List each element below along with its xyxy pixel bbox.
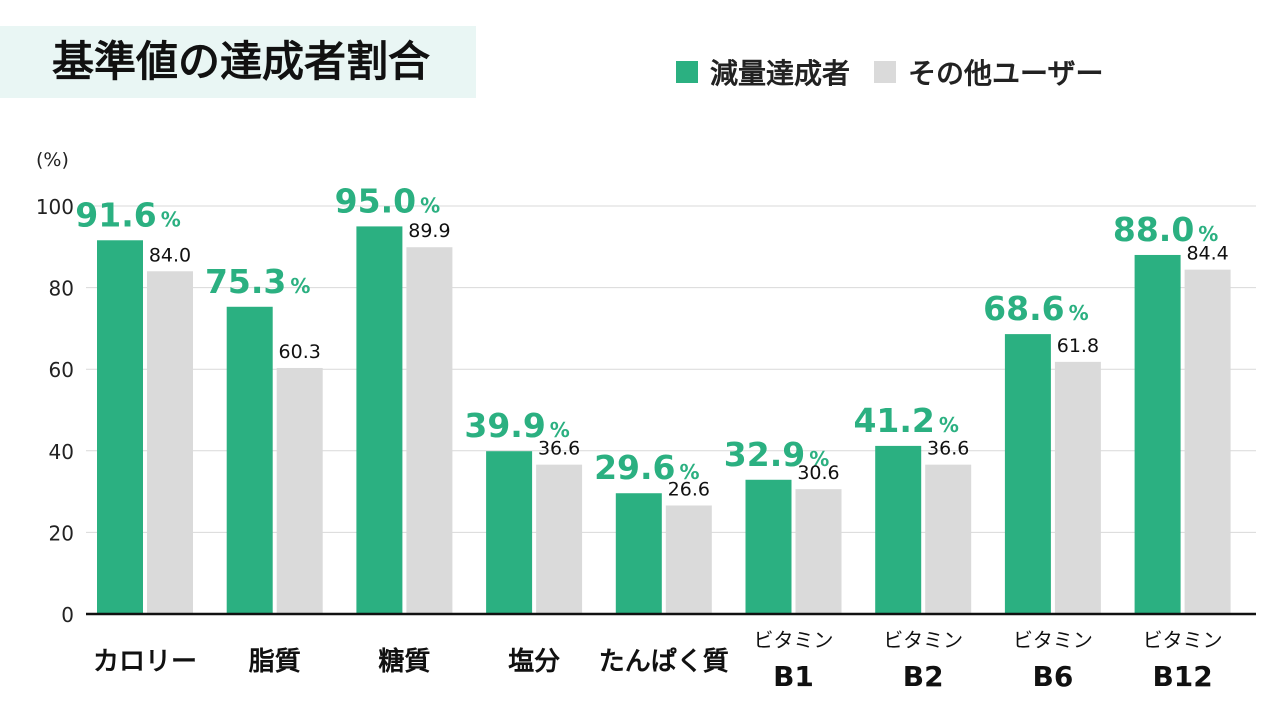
data-label-achievers: 68.6%	[983, 289, 1088, 328]
data-label-others: 84.4	[1186, 243, 1228, 265]
bar-achievers	[1004, 334, 1051, 614]
legend-label-achievers: 減量達成者	[710, 57, 851, 90]
bar-others	[795, 489, 842, 614]
legend-item-achievers: 減量達成者	[676, 52, 850, 92]
x-tick-label: たんぱく質	[599, 647, 729, 677]
data-label-achievers: 39.9%	[464, 406, 569, 445]
bar-others	[925, 464, 972, 614]
title-banner: 基準値の達成者割合	[0, 26, 476, 98]
legend: 減量達成者 その他ユーザー	[676, 52, 1117, 92]
y-tick-label: 0	[61, 603, 74, 627]
data-label-others: 89.9	[408, 220, 450, 242]
y-tick-label: 40	[49, 440, 74, 464]
bar-achievers	[226, 306, 273, 614]
bar-others	[276, 367, 323, 614]
x-tick-label: 糖質	[378, 646, 430, 677]
x-tick-label: 塩分	[508, 647, 560, 677]
bar-achievers	[615, 493, 662, 614]
data-label-others: 36.6	[538, 438, 580, 460]
data-label-achievers: 41.2%	[853, 401, 958, 440]
x-tick-label: ビタミン	[883, 628, 963, 652]
y-tick-label: 100	[36, 195, 74, 219]
data-label-others: 61.8	[1057, 335, 1099, 357]
y-tick-label: 20	[49, 521, 74, 545]
bar-achievers	[486, 451, 533, 614]
data-label-others: 84.0	[149, 244, 191, 266]
bar-achievers	[875, 445, 922, 614]
x-tick-label: B6	[1032, 660, 1073, 693]
data-label-others: 36.6	[927, 438, 969, 460]
x-tick-label: 脂質	[249, 647, 301, 677]
chart-title: 基準値の達成者割合	[52, 37, 431, 86]
legend-item-others: その他ユーザー	[874, 52, 1103, 92]
y-tick-label: 60	[49, 358, 74, 382]
x-tick-label: カロリー	[93, 647, 197, 677]
data-label-achievers: 91.6%	[75, 195, 180, 234]
y-axis-unit: (%)	[36, 149, 69, 171]
bar-achievers	[1134, 254, 1181, 614]
data-label-others: 30.6	[797, 462, 839, 484]
bar-others	[147, 271, 193, 614]
data-label-achievers: 32.9%	[724, 435, 829, 474]
data-label-others: 26.6	[668, 478, 710, 500]
data-label-achievers: 75.3%	[205, 262, 310, 301]
x-tick-label: B12	[1152, 660, 1212, 693]
bar-others	[665, 505, 712, 614]
data-label-achievers: 29.6%	[594, 448, 699, 487]
x-tick-label: B1	[773, 660, 814, 693]
x-tick-label: B2	[903, 660, 944, 693]
bar-others	[1054, 361, 1101, 614]
legend-label-others: その他ユーザー	[908, 57, 1104, 90]
data-label-others: 60.3	[279, 341, 321, 363]
x-tick-label: ビタミン	[1013, 628, 1093, 652]
legend-swatch-achievers	[676, 61, 698, 83]
x-tick-label: ビタミン	[754, 628, 834, 652]
bar-others	[406, 247, 453, 614]
y-tick-label: 80	[49, 277, 74, 301]
bar-others	[536, 464, 583, 614]
data-label-achievers: 95.0%	[335, 181, 440, 220]
x-tick-label: ビタミン	[1143, 628, 1223, 652]
bar-achievers	[745, 479, 792, 614]
data-label-achievers: 88.0%	[1113, 210, 1218, 249]
legend-swatch-others	[874, 61, 897, 83]
bar-achievers	[97, 240, 143, 614]
bar-others	[1184, 269, 1231, 614]
bar-achievers	[356, 226, 403, 614]
